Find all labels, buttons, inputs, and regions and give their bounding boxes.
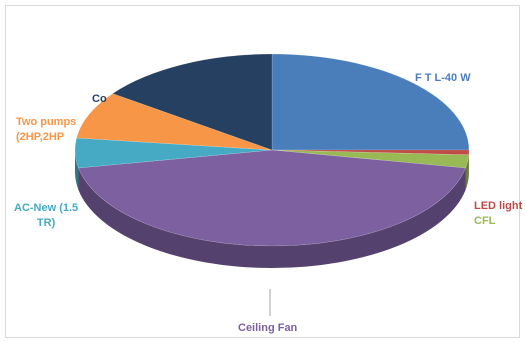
label-ac-new: AC-New (1.5 TR) (14, 201, 78, 231)
label-co: Co (92, 93, 107, 105)
label-two-pumps-line1: Two pumps (16, 116, 77, 128)
slice-cfl (271, 149, 470, 169)
slice-f-t-l-40-w (271, 53, 470, 151)
label-cfl: CFL (474, 215, 496, 227)
label-ftl: F T L-40 W (415, 72, 471, 84)
slice-side-ac-new-1-5-tr- (75, 150, 79, 190)
label-ac-new-line1: AC-New (1.5 (14, 202, 79, 214)
slice-side-ceiling-fan (78, 167, 466, 268)
label-two-pumps-line2: (2HP,2HP (16, 131, 65, 143)
label-ceiling-fan: Ceiling Fan (238, 322, 298, 334)
pie-slices (74, 53, 470, 268)
slice-led-light (271, 149, 470, 156)
slice-ceiling-fan (78, 149, 466, 247)
label-ac-new-line2: TR) (36, 217, 56, 229)
label-led-light: LED light (474, 200, 523, 212)
slice-co (111, 53, 273, 151)
slice-side-cfl (465, 154, 469, 190)
slice-two-pumps-2hp-2hp- (76, 93, 273, 151)
label-two-pumps: Two pumps (2HP,2HP (16, 115, 76, 145)
slice-ac-new-1-5-tr- (74, 137, 273, 169)
